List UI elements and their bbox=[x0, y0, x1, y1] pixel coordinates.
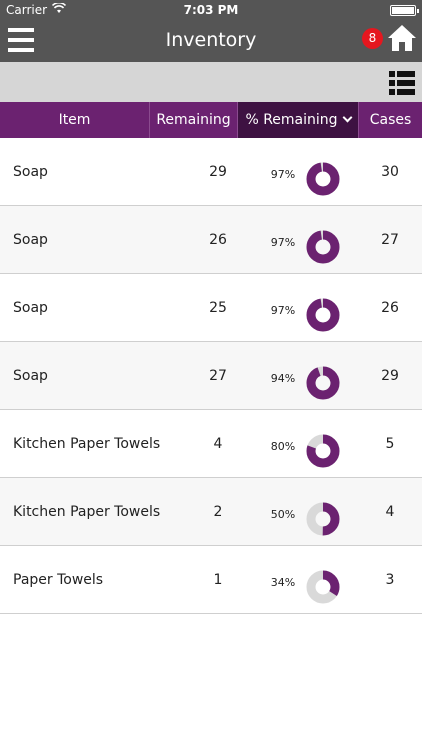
table-row[interactable]: Soap 29 97% 30 bbox=[0, 138, 422, 206]
row-cases: 30 bbox=[381, 164, 399, 180]
column-header-remaining-label: Remaining bbox=[156, 112, 231, 128]
row-remaining: 4 bbox=[213, 436, 223, 452]
status-time: 7:03 PM bbox=[183, 3, 239, 17]
row-pct-donut bbox=[306, 162, 340, 196]
row-remaining: 26 bbox=[209, 232, 227, 248]
donut-fill bbox=[306, 366, 340, 400]
row-item-name: Soap bbox=[13, 300, 48, 316]
row-cases: 3 bbox=[385, 572, 395, 588]
row-cases: 4 bbox=[385, 504, 395, 520]
list-view-icon[interactable] bbox=[389, 71, 415, 95]
inventory-list: Soap 29 97% 30 Soap 26 97% 27 Soap 25 97… bbox=[0, 138, 422, 614]
row-pct-label: 94% bbox=[270, 372, 296, 385]
row-item-name: Kitchen Paper Towels bbox=[13, 436, 161, 452]
notification-badge[interactable]: 8 bbox=[362, 28, 383, 49]
donut-fill bbox=[306, 298, 340, 332]
donut-fill bbox=[306, 570, 340, 604]
row-remaining: 2 bbox=[213, 504, 223, 520]
table-header: Item Remaining % Remaining Cases bbox=[0, 102, 422, 138]
nav-bar: Inventory 8 bbox=[0, 20, 422, 62]
row-cases: 27 bbox=[381, 232, 399, 248]
column-header-item[interactable]: Item bbox=[0, 102, 150, 138]
hamburger-menu-icon[interactable] bbox=[8, 28, 34, 52]
donut-fill bbox=[306, 502, 340, 536]
row-item-name: Soap bbox=[13, 164, 48, 180]
row-pct-donut bbox=[306, 502, 340, 536]
table-row[interactable]: Soap 26 97% 27 bbox=[0, 206, 422, 274]
row-cases: 29 bbox=[381, 368, 399, 384]
column-header-item-label: Item bbox=[58, 112, 91, 128]
carrier-label: Carrier bbox=[6, 3, 48, 17]
donut-fill bbox=[306, 230, 340, 264]
row-remaining: 29 bbox=[209, 164, 227, 180]
battery-icon bbox=[390, 5, 419, 16]
table-row[interactable]: Soap 25 97% 26 bbox=[0, 274, 422, 342]
row-pct-donut bbox=[306, 298, 340, 332]
row-pct-donut bbox=[306, 366, 340, 400]
column-header-cases-label: Cases bbox=[369, 112, 412, 128]
home-icon[interactable] bbox=[387, 23, 417, 53]
row-cases: 5 bbox=[385, 436, 395, 452]
row-pct-label: 97% bbox=[270, 304, 296, 317]
row-pct-label: 50% bbox=[270, 508, 296, 521]
row-pct-label: 97% bbox=[270, 168, 296, 181]
row-remaining: 1 bbox=[213, 572, 223, 588]
column-header-cases[interactable]: Cases bbox=[359, 102, 422, 138]
row-item-name: Paper Towels bbox=[13, 572, 104, 588]
donut-fill bbox=[306, 434, 340, 468]
column-header-pct-remaining[interactable]: % Remaining bbox=[238, 102, 359, 138]
page-title: Inventory bbox=[165, 29, 257, 51]
row-pct-donut bbox=[306, 570, 340, 604]
row-pct-label: 34% bbox=[270, 576, 296, 589]
row-pct-label: 97% bbox=[270, 236, 296, 249]
table-row[interactable]: Kitchen Paper Towels 2 50% 4 bbox=[0, 478, 422, 546]
column-header-remaining[interactable]: Remaining bbox=[150, 102, 238, 138]
row-pct-donut bbox=[306, 434, 340, 468]
row-item-name: Soap bbox=[13, 368, 48, 384]
table-row[interactable]: Paper Towels 1 34% 3 bbox=[0, 546, 422, 614]
row-remaining: 27 bbox=[209, 368, 227, 384]
table-row[interactable]: Kitchen Paper Towels 4 80% 5 bbox=[0, 410, 422, 478]
status-bar: Carrier 7:03 PM bbox=[0, 0, 422, 20]
row-item-name: Soap bbox=[13, 232, 48, 248]
toolbar bbox=[0, 62, 422, 102]
column-header-pct-label: % Remaining bbox=[245, 112, 338, 128]
row-item-name: Kitchen Paper Towels bbox=[13, 504, 161, 520]
row-remaining: 25 bbox=[209, 300, 227, 316]
chevron-down-icon bbox=[342, 112, 352, 123]
donut-fill bbox=[306, 162, 340, 196]
wifi-icon bbox=[52, 3, 66, 13]
row-pct-donut bbox=[306, 230, 340, 264]
row-pct-label: 80% bbox=[270, 440, 296, 453]
table-row[interactable]: Soap 27 94% 29 bbox=[0, 342, 422, 410]
row-cases: 26 bbox=[381, 300, 399, 316]
